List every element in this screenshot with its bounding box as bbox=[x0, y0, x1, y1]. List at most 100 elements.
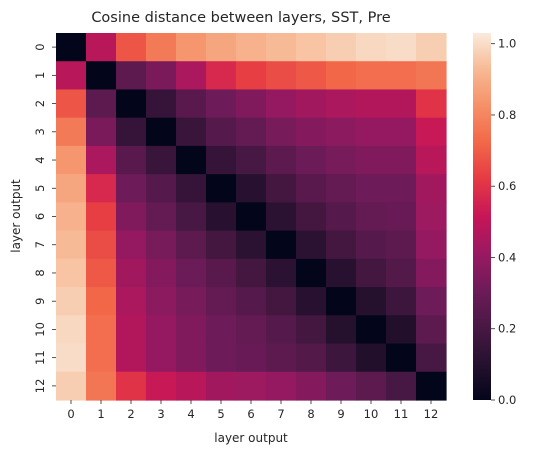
heatmap-cell bbox=[116, 315, 147, 345]
x-tick-label: 10 bbox=[364, 407, 379, 421]
heatmap-cell bbox=[296, 174, 327, 203]
heatmap-cell bbox=[356, 145, 387, 175]
heatmap-cell bbox=[86, 202, 117, 232]
y-tick-label: 8 bbox=[33, 269, 47, 276]
heatmap-cell bbox=[176, 145, 207, 175]
heatmap-cell bbox=[116, 33, 147, 62]
heatmap-cell bbox=[356, 174, 387, 203]
heatmap-cell bbox=[416, 343, 447, 373]
heatmap-cell bbox=[266, 287, 297, 316]
heatmap-cell bbox=[266, 89, 297, 119]
y-tick-label: 12 bbox=[33, 379, 47, 394]
heatmap-cell bbox=[326, 315, 357, 345]
heatmap-cell bbox=[296, 61, 327, 91]
heatmap-cell bbox=[236, 89, 267, 119]
heatmap-cell bbox=[266, 145, 297, 175]
heatmap-cell bbox=[356, 230, 387, 260]
heatmap-cell bbox=[116, 61, 147, 91]
heatmap-cell bbox=[206, 117, 237, 147]
heatmap-cell bbox=[416, 117, 447, 147]
heatmap-cell bbox=[116, 117, 147, 147]
heatmap-cell bbox=[56, 174, 87, 203]
heatmap-cell bbox=[146, 117, 177, 147]
heatmap-cell bbox=[416, 202, 447, 232]
heatmap-cell bbox=[56, 258, 87, 288]
heatmap-cell bbox=[326, 145, 357, 175]
heatmap-cell bbox=[296, 343, 327, 373]
x-tick-label: 5 bbox=[217, 407, 224, 421]
heatmap-cell bbox=[386, 174, 417, 203]
heatmap-cell bbox=[386, 117, 417, 147]
x-tick-label: 4 bbox=[187, 407, 194, 421]
heatmap-cell bbox=[386, 230, 417, 260]
heatmap-cell bbox=[386, 287, 417, 316]
heatmap-cell bbox=[86, 230, 117, 260]
heatmap-cell bbox=[416, 145, 447, 175]
colorbar-tick-label: 0.8 bbox=[498, 108, 516, 122]
heatmap-cell bbox=[416, 33, 447, 62]
heatmap-cell bbox=[206, 174, 237, 203]
heatmap-cell bbox=[296, 89, 327, 119]
heatmap-cell bbox=[326, 343, 357, 373]
heatmap-cell bbox=[266, 33, 297, 62]
heatmap-cell bbox=[296, 315, 327, 345]
y-tick-label: 6 bbox=[33, 213, 47, 220]
x-axis-ticks: 0 1 2 3 4 5 6 7 8 9 10 11 12 bbox=[67, 400, 438, 421]
heatmap-cell bbox=[386, 343, 417, 373]
heatmap-cell bbox=[356, 117, 387, 147]
heatmap-cell bbox=[326, 371, 357, 401]
heatmap-cell bbox=[386, 315, 417, 345]
heatmap-cell bbox=[206, 145, 237, 175]
heatmap-cell bbox=[236, 258, 267, 288]
heatmap-cell bbox=[116, 258, 147, 288]
heatmap-cell bbox=[176, 287, 207, 316]
heatmap-cell bbox=[56, 202, 87, 232]
heatmap-cell bbox=[356, 315, 387, 345]
colorbar-tick-label: 0.4 bbox=[498, 250, 516, 264]
y-tick-label: 0 bbox=[33, 43, 47, 50]
heatmap-cell bbox=[206, 230, 237, 260]
heatmap-cell bbox=[206, 315, 237, 345]
y-tick-label: 1 bbox=[33, 72, 47, 79]
heatmap-cell bbox=[146, 89, 177, 119]
heatmap-cell bbox=[116, 89, 147, 119]
heatmap-cell bbox=[146, 287, 177, 316]
x-tick-label: 12 bbox=[424, 407, 439, 421]
heatmap-cell bbox=[56, 287, 87, 316]
heatmap-cell bbox=[296, 117, 327, 147]
heatmap-cell bbox=[176, 33, 207, 62]
heatmap-cell bbox=[326, 89, 357, 119]
y-tick-label: 10 bbox=[33, 322, 47, 337]
heatmap-cell bbox=[56, 315, 87, 345]
heatmap-cell bbox=[56, 145, 87, 175]
x-tick-label: 3 bbox=[157, 407, 164, 421]
y-tick-label: 3 bbox=[33, 128, 47, 135]
heatmap-cell bbox=[86, 371, 117, 401]
heatmap-cell bbox=[266, 117, 297, 147]
heatmap-cell bbox=[206, 258, 237, 288]
heatmap-cell bbox=[266, 343, 297, 373]
heatmap-cell bbox=[386, 33, 417, 62]
heatmap-cell bbox=[146, 61, 177, 91]
x-tick-label: 6 bbox=[247, 407, 254, 421]
heatmap-cell bbox=[236, 230, 267, 260]
x-tick-label: 7 bbox=[277, 407, 284, 421]
heatmap-cell bbox=[176, 258, 207, 288]
heatmap-cell bbox=[416, 258, 447, 288]
heatmap-cell bbox=[296, 258, 327, 288]
y-tick-label: 4 bbox=[33, 156, 47, 163]
heatmap-cell bbox=[116, 371, 147, 401]
heatmap-cell bbox=[266, 371, 297, 401]
x-tick-label: 2 bbox=[127, 407, 134, 421]
heatmap-cell bbox=[326, 174, 357, 203]
heatmap-cell bbox=[176, 230, 207, 260]
y-tick-label: 9 bbox=[33, 298, 47, 305]
heatmap-cell bbox=[116, 287, 147, 316]
heatmap-cell bbox=[236, 287, 267, 316]
heatmap-cell bbox=[356, 287, 387, 316]
heatmap-cell bbox=[146, 258, 177, 288]
heatmap-cell bbox=[56, 33, 87, 62]
heatmap-cell bbox=[356, 202, 387, 232]
colorbar-tick-label: 0.2 bbox=[498, 322, 516, 336]
heatmap-cell bbox=[356, 343, 387, 373]
